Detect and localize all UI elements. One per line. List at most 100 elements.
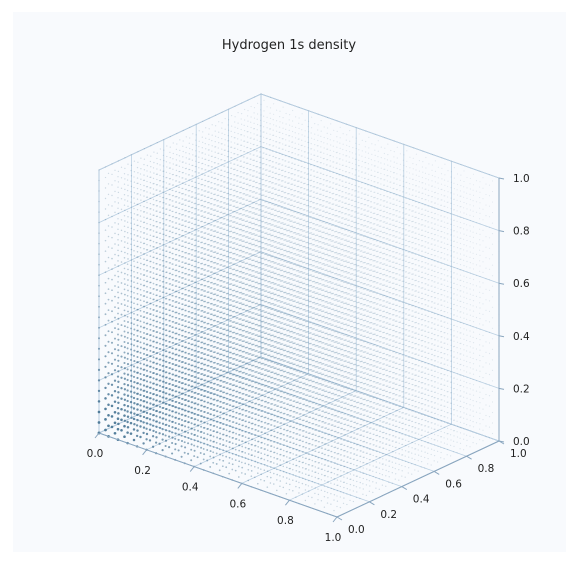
data-point bbox=[485, 330, 487, 332]
data-point bbox=[307, 225, 310, 228]
data-point bbox=[479, 170, 481, 172]
data-point bbox=[317, 292, 319, 294]
data-point bbox=[488, 279, 491, 281]
data-point bbox=[491, 296, 494, 298]
data-point bbox=[462, 407, 465, 409]
data-point bbox=[279, 215, 281, 218]
data-point bbox=[260, 230, 262, 232]
data-point bbox=[463, 212, 465, 214]
data-point bbox=[469, 430, 472, 432]
data-point bbox=[269, 307, 272, 309]
data-point bbox=[488, 258, 491, 260]
data-point bbox=[304, 156, 306, 158]
data-point bbox=[462, 449, 465, 451]
data-point bbox=[459, 427, 461, 429]
data-point bbox=[418, 160, 420, 162]
grid-line-left-z bbox=[98, 304, 262, 381]
data-point bbox=[469, 367, 472, 369]
data-point bbox=[317, 250, 319, 252]
data-point bbox=[463, 280, 465, 283]
data-point bbox=[294, 137, 297, 139]
data-point bbox=[485, 383, 487, 385]
data-point bbox=[482, 240, 484, 242]
data-point bbox=[475, 295, 478, 297]
data-point bbox=[282, 122, 284, 124]
data-point bbox=[485, 309, 487, 311]
data-point bbox=[269, 296, 272, 298]
data-point bbox=[488, 195, 491, 197]
data-point bbox=[345, 139, 347, 141]
data-point bbox=[412, 157, 414, 159]
data-point bbox=[463, 207, 465, 209]
data-point bbox=[450, 397, 452, 399]
data-point bbox=[450, 355, 452, 357]
data-point bbox=[247, 109, 249, 112]
data-point bbox=[285, 123, 287, 125]
data-point bbox=[240, 102, 243, 104]
data-point bbox=[266, 116, 268, 118]
grid-line-floor-y bbox=[228, 371, 467, 457]
data-point bbox=[437, 350, 439, 353]
data-point bbox=[491, 422, 494, 424]
data-point bbox=[262, 115, 265, 117]
data-point bbox=[446, 269, 449, 272]
data-point bbox=[368, 157, 370, 159]
data-point bbox=[449, 402, 452, 404]
data-point bbox=[443, 211, 446, 213]
data-point bbox=[250, 116, 252, 118]
data-point bbox=[421, 192, 423, 194]
data-point bbox=[472, 389, 474, 391]
data-point bbox=[443, 305, 446, 307]
data-point bbox=[453, 414, 455, 416]
data-point bbox=[430, 395, 433, 398]
data-point bbox=[415, 169, 417, 171]
data-point bbox=[320, 120, 322, 122]
data-point bbox=[358, 159, 360, 162]
data-point bbox=[430, 290, 433, 293]
data-point bbox=[482, 313, 484, 315]
data-point bbox=[466, 292, 468, 294]
data-point bbox=[374, 154, 376, 156]
data-point bbox=[453, 361, 455, 363]
data-point bbox=[342, 154, 344, 156]
data-point bbox=[288, 229, 291, 231]
data-point bbox=[335, 162, 338, 164]
data-point bbox=[469, 183, 471, 185]
data-point bbox=[247, 99, 249, 101]
data-point bbox=[260, 251, 262, 253]
data-point bbox=[260, 293, 262, 295]
data-point bbox=[466, 334, 468, 336]
data-point bbox=[298, 338, 300, 340]
data-point bbox=[326, 158, 329, 161]
data-point bbox=[453, 309, 455, 311]
data-point bbox=[326, 159, 328, 161]
data-point bbox=[450, 218, 452, 220]
data-point bbox=[472, 373, 475, 375]
data-point bbox=[459, 374, 461, 376]
data-point bbox=[237, 122, 239, 124]
data-point bbox=[269, 254, 272, 256]
data-point bbox=[482, 229, 484, 231]
data-point bbox=[380, 183, 382, 185]
data-point bbox=[437, 166, 439, 168]
data-point bbox=[351, 152, 354, 154]
data-point bbox=[453, 203, 455, 206]
data-point bbox=[272, 139, 274, 142]
data-point bbox=[434, 186, 436, 188]
data-point bbox=[272, 103, 275, 105]
data-point bbox=[440, 241, 442, 243]
data-point bbox=[437, 413, 439, 416]
data-point bbox=[320, 140, 322, 143]
data-point bbox=[307, 152, 309, 154]
data-point bbox=[472, 331, 475, 333]
data-point bbox=[298, 122, 300, 124]
data-point bbox=[246, 125, 249, 128]
data-point bbox=[456, 241, 458, 243]
data-point bbox=[298, 243, 300, 245]
data-point bbox=[463, 180, 465, 183]
data-point bbox=[279, 363, 281, 365]
data-point bbox=[479, 244, 481, 246]
data-point bbox=[336, 351, 338, 353]
data-point bbox=[491, 212, 494, 214]
data-point bbox=[450, 208, 452, 210]
